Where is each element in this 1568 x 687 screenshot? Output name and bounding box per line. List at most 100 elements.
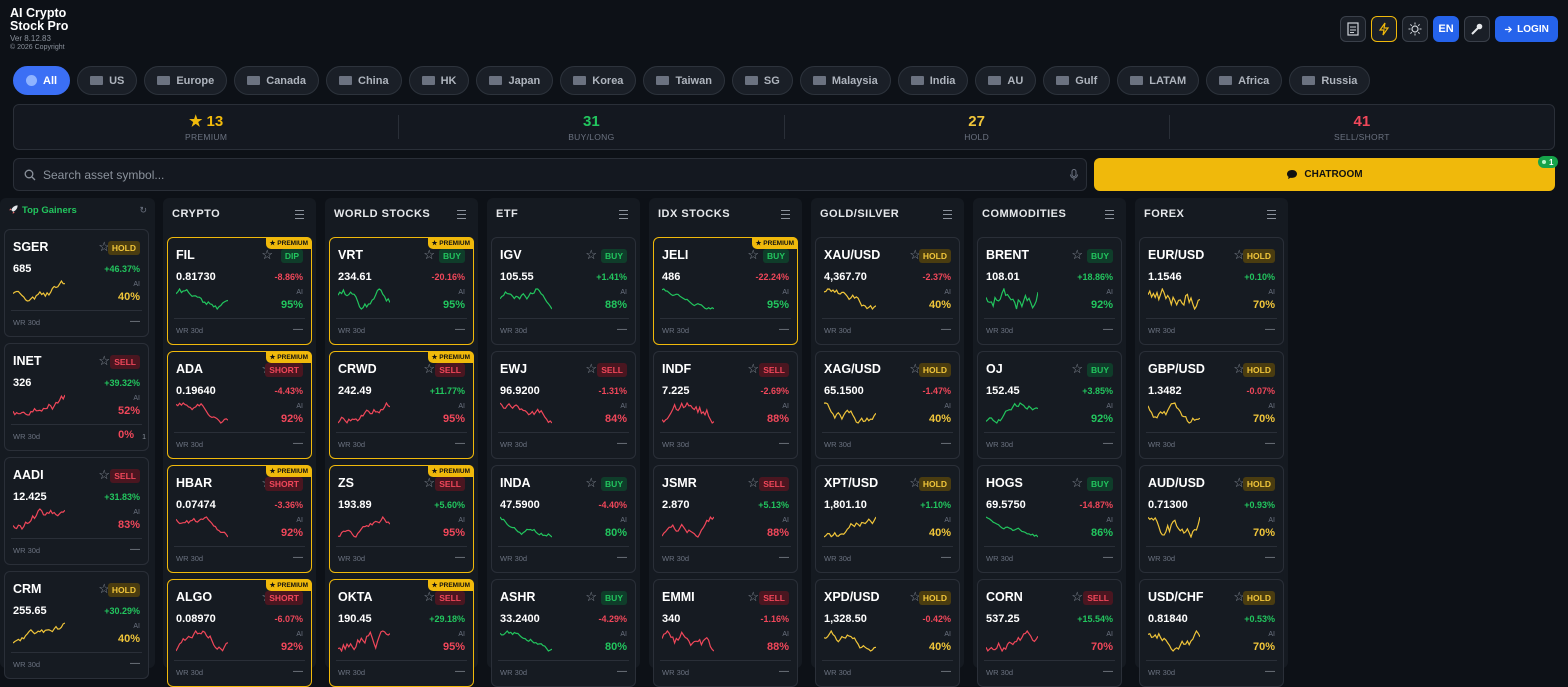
favorite-star[interactable]: ☆ — [423, 361, 435, 376]
flash-button[interactable] — [1371, 16, 1397, 42]
favorite-star[interactable]: ☆ — [423, 589, 435, 604]
favorite-star[interactable]: ☆ — [585, 361, 597, 376]
asset-card[interactable]: XAG/USD ☆ HOLD 65.1500 -1.47% AI 40% WR 30d — — [815, 351, 960, 459]
favorite-star[interactable]: ☆ — [98, 353, 110, 368]
theme-button[interactable] — [1402, 16, 1428, 42]
asset-card[interactable]: ★ PREMIUM FIL ☆ DIP 0.81730 -8.86% AI 95% WR 30d… — [167, 237, 312, 345]
asset-card[interactable]: EUR/USD ☆ HOLD 1.1546 +0.10% AI 70% WR 30d — — [1139, 237, 1284, 345]
asset-card[interactable]: HOGS ☆ BUY 69.5750 -14.87% AI 86% WR 30d — — [977, 465, 1122, 573]
asset-card[interactable]: INET ☆ SELL 326 +39.32% AI 52% WR 30d 0% 1 — [4, 343, 149, 451]
login-button[interactable]: LOGIN — [1495, 16, 1558, 42]
favorite-star[interactable]: ☆ — [747, 247, 759, 262]
favorite-star[interactable]: ☆ — [747, 361, 759, 376]
asset-card[interactable]: ★ PREMIUM ZS ☆ SELL 193.89 +5.60% AI 95% WR 30d — — [329, 465, 474, 573]
region-tab[interactable]: Africa — [1206, 66, 1283, 95]
asset-card[interactable]: EMMI ☆ SELL 340 -1.16% AI 88% WR 30d — — [653, 579, 798, 687]
region-tab[interactable]: US — [77, 66, 138, 95]
favorite-star[interactable]: ☆ — [747, 475, 759, 490]
column-menu[interactable] — [457, 210, 466, 219]
region-tab[interactable]: Russia — [1289, 66, 1371, 95]
column-menu[interactable] — [619, 210, 628, 219]
favorite-star[interactable]: ☆ — [1233, 475, 1245, 490]
column-menu[interactable] — [1105, 210, 1114, 219]
favorite-star[interactable]: ☆ — [1233, 361, 1245, 376]
asset-card[interactable]: SGER ☆ HOLD 685 +46.37% AI 40% WR 30d — — [4, 229, 149, 337]
price-change: +5.13% — [758, 500, 789, 510]
search-box[interactable]: Search asset symbol... — [13, 158, 1087, 191]
asset-card[interactable]: AUD/USD ☆ HOLD 0.71300 +0.93% AI 70% WR 30d — — [1139, 465, 1284, 573]
region-tab[interactable]: HK — [408, 66, 470, 95]
region-tab[interactable]: Canada — [234, 66, 319, 95]
favorite-star[interactable]: ☆ — [909, 361, 921, 376]
asset-card[interactable]: CORN ☆ SELL 537.25 +15.54% AI 70% WR 30d — — [977, 579, 1122, 687]
region-tab[interactable]: China — [326, 66, 402, 95]
favorite-star[interactable]: ☆ — [585, 247, 597, 262]
asset-card[interactable]: GBP/USD ☆ HOLD 1.3482 -0.07% AI 70% WR 30d — — [1139, 351, 1284, 459]
asset-card[interactable]: XAU/USD ☆ HOLD 4,367.70 -2.37% AI 40% WR 30d — — [815, 237, 960, 345]
favorite-star[interactable]: ☆ — [1071, 475, 1083, 490]
region-tab[interactable]: Europe — [144, 66, 228, 95]
favorite-star[interactable]: ☆ — [909, 475, 921, 490]
asset-card[interactable]: EWJ ☆ SELL 96.9200 -1.31% AI 84% WR 30d — — [491, 351, 636, 459]
language-button[interactable]: EN — [1433, 16, 1459, 42]
report-button[interactable] — [1340, 16, 1366, 42]
region-tab[interactable]: Japan — [476, 66, 554, 95]
region-tab[interactable]: India — [897, 66, 969, 95]
asset-card[interactable]: USD/CHF ☆ HOLD 0.81840 +0.53% AI 70% WR 30d — — [1139, 579, 1284, 687]
favorite-star[interactable]: ☆ — [1233, 247, 1245, 262]
asset-card[interactable]: ★ PREMIUMHBAR☆SHORT0.07474-3.36%AI92%WR … — [167, 465, 312, 573]
favorite-star[interactable]: ☆ — [585, 589, 597, 604]
favorite-star[interactable]: ☆ — [98, 467, 110, 482]
region-tab[interactable]: Malaysia — [799, 66, 891, 95]
asset-card[interactable]: XPT/USD ☆ HOLD 1,801.10 +1.10% AI 40% WR 30d — — [815, 465, 960, 573]
favorite-star[interactable]: ☆ — [747, 589, 759, 604]
region-tab[interactable]: Taiwan — [643, 66, 725, 95]
asset-card[interactable]: CRM ☆ HOLD 255.65 +30.29% AI 40% WR 30d — — [4, 571, 149, 679]
column-menu[interactable] — [781, 210, 790, 219]
asset-card[interactable]: AADI ☆ SELL 12.425 +31.83% AI 83% WR 30d — — [4, 457, 149, 565]
region-tab[interactable]: AU — [975, 66, 1037, 95]
win-rate-value: — — [617, 324, 627, 335]
asset-card[interactable]: ★ PREMIUM VRT ☆ BUY 234.61 -20.16% AI 95% WR 30d… — [329, 237, 474, 345]
region-tab[interactable]: All — [13, 66, 71, 95]
asset-symbol: CRM — [13, 582, 42, 596]
column-menu[interactable] — [295, 210, 304, 219]
favorite-star[interactable]: ☆ — [1233, 589, 1245, 604]
asset-card[interactable]: ASHR ☆ BUY 33.2400 -4.29% AI 80% WR 30d — — [491, 579, 636, 687]
favorite-star[interactable]: ☆ — [98, 581, 110, 596]
favorite-star[interactable]: ☆ — [1071, 361, 1083, 376]
asset-card[interactable]: ★ PREMIUM OKTA ☆ SELL 190.45 +29.18% AI 95% WR 3… — [329, 579, 474, 687]
asset-card[interactable]: JSMR ☆ SELL 2.870 +5.13% AI 88% WR 30d — — [653, 465, 798, 573]
favorite-star[interactable]: ☆ — [909, 589, 921, 604]
asset-card[interactable]: XPD/USD ☆ HOLD 1,328.50 -0.42% AI 40% WR 30d — — [815, 579, 960, 687]
card-divider — [174, 432, 305, 433]
favorite-star[interactable]: ☆ — [909, 247, 921, 262]
column-menu[interactable] — [1267, 210, 1276, 219]
asset-card[interactable]: INDF ☆ SELL 7.225 -2.69% AI 88% WR 30d — — [653, 351, 798, 459]
chatroom-button[interactable]: CHATROOM — [1094, 158, 1555, 191]
region-tab[interactable]: SG — [731, 66, 793, 95]
favorite-star[interactable]: ☆ — [261, 247, 273, 262]
region-tab[interactable]: Korea — [560, 66, 637, 95]
region-tab[interactable]: Gulf — [1043, 66, 1111, 95]
asset-card[interactable]: INDA ☆ BUY 47.5900 -4.40% AI 80% WR 30d — — [491, 465, 636, 573]
refresh-button[interactable]: ↻ — [139, 205, 147, 215]
asset-card[interactable]: OJ ☆ BUY 152.45 +3.85% AI 92% WR 30d — — [977, 351, 1122, 459]
win-rate-label: WR 30d — [824, 554, 852, 563]
favorite-star[interactable]: ☆ — [1071, 589, 1083, 604]
favorite-star[interactable]: ☆ — [423, 247, 435, 262]
asset-card[interactable]: ★ PREMIUM JELI ☆ BUY 486 -22.24% AI 95% WR 30d — — [653, 237, 798, 345]
asset-card[interactable]: ★ PREMIUM CRWD ☆ SELL 242.49 +11.77% AI 95% WR 3… — [329, 351, 474, 459]
favorite-star[interactable]: ☆ — [98, 239, 110, 254]
asset-card[interactable]: IGV ☆ BUY 105.55 +1.41% AI 88% WR 30d — — [491, 237, 636, 345]
region-tab[interactable]: LATAM — [1117, 66, 1200, 95]
asset-card[interactable]: BRENT ☆ BUY 108.01 +18.86% AI 92% WR 30d — — [977, 237, 1122, 345]
market-column: ETF IGV ☆ BUY 105.55 +1.41% AI 88% WR 30d — EWJ ☆ SE… — [487, 198, 640, 687]
asset-card[interactable]: ★ PREMIUMALGO☆SHORT0.08970-6.07%AI92%WR … — [167, 579, 312, 687]
column-menu[interactable] — [943, 210, 952, 219]
key-button[interactable] — [1464, 16, 1490, 42]
favorite-star[interactable]: ☆ — [423, 475, 435, 490]
favorite-star[interactable]: ☆ — [1071, 247, 1083, 262]
favorite-star[interactable]: ☆ — [585, 475, 597, 490]
